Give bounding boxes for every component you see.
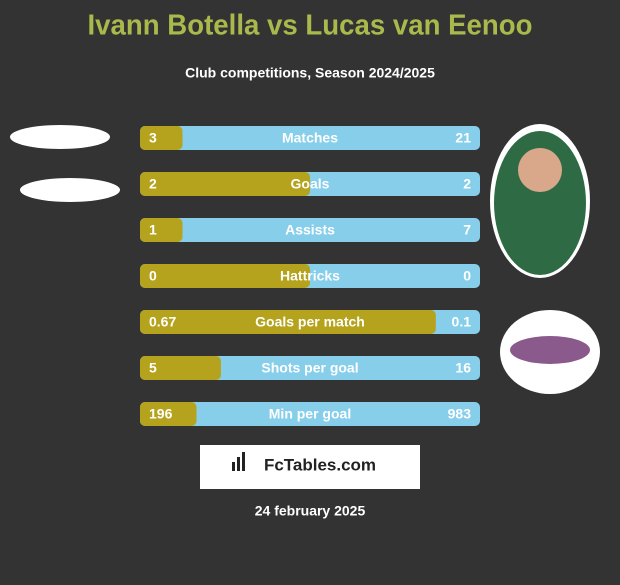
bar-track bbox=[140, 356, 480, 380]
stat-label: Shots per goal bbox=[261, 360, 358, 376]
left-value: 0 bbox=[149, 268, 157, 284]
bar-track bbox=[140, 402, 480, 426]
club-logo bbox=[510, 336, 590, 364]
left-value: 5 bbox=[149, 360, 157, 376]
right-value: 16 bbox=[455, 360, 471, 376]
right-value: 983 bbox=[448, 406, 472, 422]
left-badge bbox=[10, 125, 110, 149]
brand-icon bbox=[242, 452, 245, 471]
player-photo bbox=[494, 131, 586, 275]
title: Ivann Botella vs Lucas van Eenoo bbox=[88, 10, 533, 42]
player-face bbox=[518, 148, 562, 192]
bar-left bbox=[140, 356, 221, 380]
right-value: 0.1 bbox=[452, 314, 472, 330]
left-value: 0.67 bbox=[149, 314, 176, 330]
subtitle: Club competitions, Season 2024/2025 bbox=[185, 65, 435, 81]
stat-label: Goals per match bbox=[255, 314, 365, 330]
stat-label: Goals bbox=[291, 176, 330, 192]
right-value: 0 bbox=[463, 268, 471, 284]
right-value: 2 bbox=[463, 176, 471, 192]
left-value: 2 bbox=[149, 176, 157, 192]
brand-box bbox=[200, 445, 420, 489]
stat-rows: Matches 3 21 Goals 2 2 Assists 1 7 Hattricks 0 0 Goa… bbox=[140, 126, 480, 426]
date: 24 february 2025 bbox=[255, 503, 366, 519]
left-value: 196 bbox=[149, 406, 173, 422]
brand: FcTables.com bbox=[264, 455, 376, 474]
stat-label: Assists bbox=[285, 222, 335, 238]
left-badge bbox=[20, 178, 120, 202]
bar-track bbox=[140, 218, 480, 242]
brand-icon bbox=[237, 457, 240, 471]
stat-label: Min per goal bbox=[269, 406, 351, 422]
bar-left bbox=[140, 310, 436, 334]
brand-icon bbox=[232, 462, 235, 471]
bar-left bbox=[140, 264, 310, 288]
bar-track bbox=[140, 126, 480, 150]
bar-left bbox=[140, 172, 310, 196]
bar-left bbox=[140, 402, 197, 426]
left-value: 1 bbox=[149, 222, 157, 238]
right-value: 7 bbox=[463, 222, 471, 238]
bar-left bbox=[140, 218, 183, 242]
bar-left bbox=[140, 126, 183, 150]
stat-label: Hattricks bbox=[280, 268, 340, 284]
left-value: 3 bbox=[149, 130, 157, 146]
right-value: 21 bbox=[455, 130, 471, 146]
stat-label: Matches bbox=[282, 130, 338, 146]
